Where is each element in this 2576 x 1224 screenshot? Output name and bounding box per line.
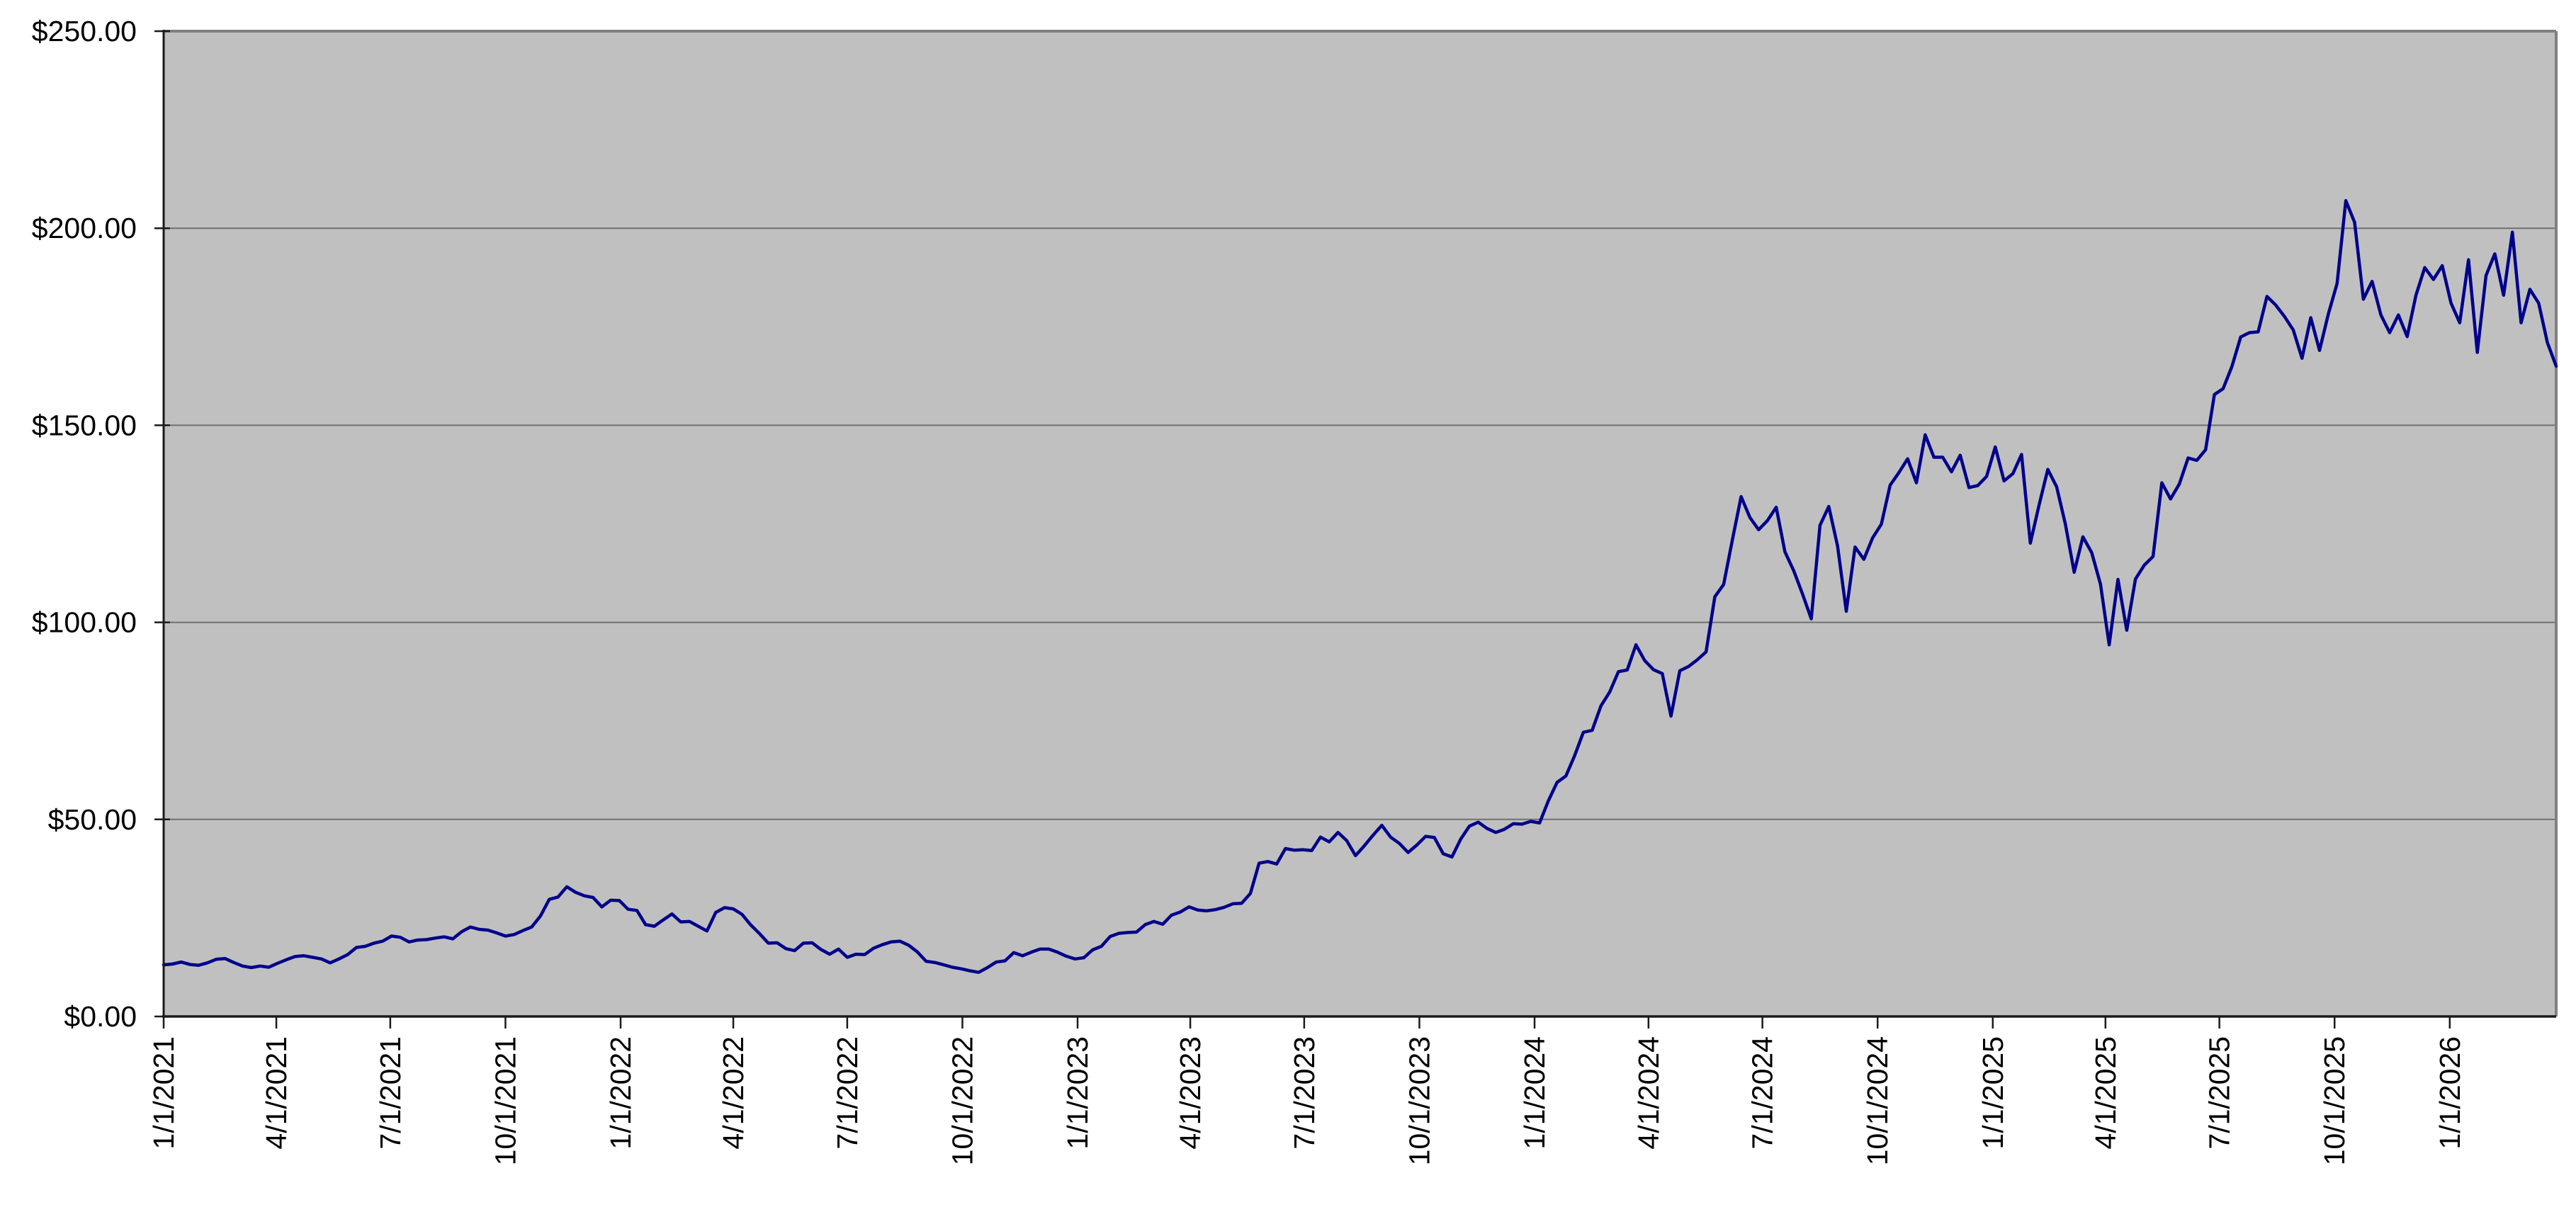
plot-area-background [164,31,2556,1016]
x-axis-label: 4/1/2024 [1632,1036,1665,1150]
gridlines [164,227,2556,820]
x-axis-label: 1/1/2024 [1518,1036,1551,1150]
y-axis [154,30,170,1018]
x-axis-label: 4/1/2023 [1174,1036,1207,1150]
x-axis-label: 1/1/2022 [604,1036,637,1150]
x-axis-label: 4/1/2021 [260,1036,293,1150]
x-axis-label: 10/1/2023 [1403,1036,1435,1165]
y-axis-label: $250.00 [32,15,137,47]
x-axis-label: 7/1/2024 [1746,1036,1779,1150]
x-axis-label: 1/1/2025 [1977,1036,2009,1150]
y-axis-label: $50.00 [48,803,137,836]
plot-area [164,31,2556,1016]
y-axis-label: $150.00 [32,409,137,441]
x-axis-label: 1/1/2021 [147,1036,180,1150]
x-axis-label: 7/1/2021 [374,1036,407,1150]
y-axis-labels: $0.00 $50.00 $100.00 $150.00 $200.00 $250.00 [32,15,137,1033]
x-axis-label: 10/1/2024 [1861,1036,1894,1165]
x-axis-label: 7/1/2025 [2203,1036,2236,1150]
price-series-line [162,199,2558,974]
x-axis [162,1015,2556,1028]
x-axis-label: 7/1/2023 [1288,1036,1321,1150]
x-axis-label: 1/1/2023 [1061,1036,1094,1150]
x-axis-label: 10/1/2021 [489,1036,521,1165]
price-line [162,199,2558,974]
x-axis-label: 10/1/2025 [2318,1036,2351,1165]
x-axis-label: 1/1/2026 [2434,1036,2466,1150]
x-axis-label: 10/1/2022 [946,1036,978,1165]
y-axis-label: $200.00 [32,212,137,244]
x-axis-label: 4/1/2022 [717,1036,750,1150]
x-axis-labels: 1/1/2021 4/1/2021 7/1/2021 10/1/2021 1/1/202… [147,1036,2466,1165]
plot-border [164,30,2558,1016]
y-axis-label: $100.00 [32,606,137,639]
y-axis-label: $0.00 [64,1000,137,1033]
x-axis-label: 4/1/2025 [2089,1036,2122,1150]
x-axis-label: 7/1/2022 [831,1036,864,1150]
